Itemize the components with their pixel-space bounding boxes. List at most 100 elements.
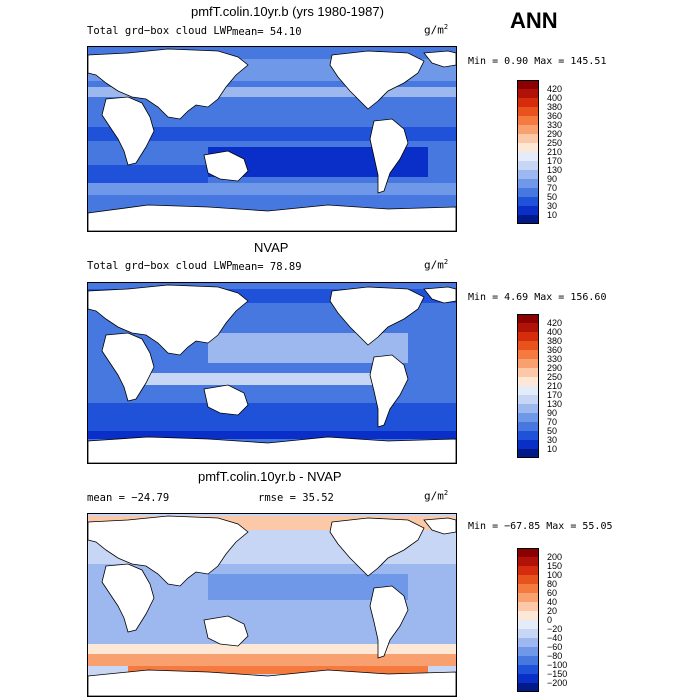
australia [203,384,249,416]
colorbar-cell [517,602,539,611]
colorbar-cell [517,206,539,215]
south-america [369,354,409,428]
colorbar-cell [517,422,539,431]
panel-3-rmse: rmse = 35.52 [258,492,334,504]
land-masses [88,48,456,231]
colorbar-cell [517,449,539,458]
colorbar-cell [517,638,539,647]
colorbar-level-label: −100 [547,659,568,670]
panel-2-title: NVAP [254,240,289,255]
panel-1-minmax: Min = 0.90 Max = 145.51 [468,56,607,67]
colorbar-cell [517,80,539,89]
colorbar-cell [517,98,539,107]
panel-3-colorbar: 200 150 100 80 60 40 20 0 −20 −40 −60 −80 −100 −150 −2… [517,548,577,692]
north-america [329,517,425,577]
colorbar-level-label: 10 [547,209,558,220]
panel-2-units: g/m2 [424,258,448,272]
colorbar-cell [517,665,539,674]
panel-1-mean: mean= 54.10 [232,26,302,38]
panel-1-colorbar: 420 400 380 360 330 290 250 210 170 130 90 70 50 30 10 [517,80,577,224]
colorbar-cell [517,359,539,368]
colorbar-level-label: 210 [547,380,563,391]
colorbar-cell [517,440,539,449]
colorbar-cell [517,143,539,152]
colorbar-level-label: 30 [547,434,558,445]
panel-1-left-label: Total grd−box cloud LWP [87,25,233,37]
south-america [369,585,409,659]
units-superscript: 2 [443,23,449,31]
colorbar-level-label: 380 [547,101,563,112]
colorbar-level-label: 130 [547,398,563,409]
units-text: g/m [424,23,444,37]
panel-1-title: pmfT.colin.10yr.b (yrs 1980-1987) [191,4,384,19]
colorbar-level-label: 250 [547,371,563,382]
colorbar-level-label: 400 [547,92,563,103]
panel-3-minmax: Min = −67.85 Max = 55.05 [468,521,613,532]
africa [101,332,155,402]
colorbar-level-label: 290 [547,128,563,139]
panel-2-mean: mean= 78.89 [232,261,302,273]
panel-2-minmax: Min = 4.69 Max = 156.60 [468,292,607,303]
colorbar-level-label: 330 [547,119,563,130]
diff-band-pos [88,654,456,666]
colorbar-cell [517,116,539,125]
units-text: g/m [424,489,444,503]
colorbar-level-label: 0 [547,614,553,625]
colorbar-level-label: 380 [547,335,563,346]
panel-1-units: g/m2 [424,23,448,37]
colorbar-cell [517,557,539,566]
colorbar-cell [517,152,539,161]
colorbar-cell [517,413,539,422]
diff-band-pos-strong [128,666,428,674]
panel-2-colorbar: 420 400 380 360 330 290 250 210 170 130 90 70 50 30 10 [517,314,577,458]
colorbar-level-label: 70 [547,416,558,427]
australia [203,150,249,182]
panel-3-map [87,513,457,697]
greenland [423,517,456,535]
diff-band-zero [88,644,456,654]
panel-1-map [87,46,457,232]
colorbar-level-label: −150 [547,668,568,679]
colorbar-level-label: 360 [547,344,563,355]
land-masses [88,515,456,696]
colorbar-level-label: 360 [547,110,563,121]
colorbar-level-label: 10 [547,443,558,454]
colorbar-cell [517,593,539,602]
colorbar-cell [517,377,539,386]
colorbar-level-label: 50 [547,425,558,436]
eurasia [88,284,249,356]
colorbar-cell [517,683,539,692]
antarctica [88,669,456,696]
greenland [423,286,456,304]
colorbar-level-label: 290 [547,362,563,373]
panel-2-left-label: Total grd−box cloud LWP [87,260,233,272]
colorbar-level-label: 250 [547,137,563,148]
lwp-band-equator [128,373,388,385]
lwp-band-itcz [88,127,456,141]
colorbar-level-label: 90 [547,173,558,184]
panel-2-map-svg [88,283,456,463]
colorbar-cell [517,197,539,206]
colorbar-cell [517,656,539,665]
colorbar-level-label: 30 [547,200,558,211]
colorbar-level-label: 100 [547,569,563,580]
colorbar-cell [517,575,539,584]
colorbar-level-label: 20 [547,605,558,616]
north-america [329,286,425,346]
panel-3-mean: mean = −24.79 [87,492,170,504]
colorbar-cell [517,548,539,557]
colorbar-cell [517,404,539,413]
greenland [423,50,456,68]
eurasia [88,48,249,120]
colorbar-cell [517,386,539,395]
colorbar-level-label: 420 [547,83,563,94]
colorbar-level-label: 400 [547,326,563,337]
lwp-band-south [88,403,456,433]
colorbar-level-label: 150 [547,560,563,571]
panel-3-title: pmfT.colin.10yr.b - NVAP [198,469,342,484]
africa [101,563,155,633]
colorbar-level-label: 90 [547,407,558,418]
panel-2-map [87,282,457,464]
colorbar-level-label: −80 [547,650,563,661]
colorbar-cell [517,107,539,116]
